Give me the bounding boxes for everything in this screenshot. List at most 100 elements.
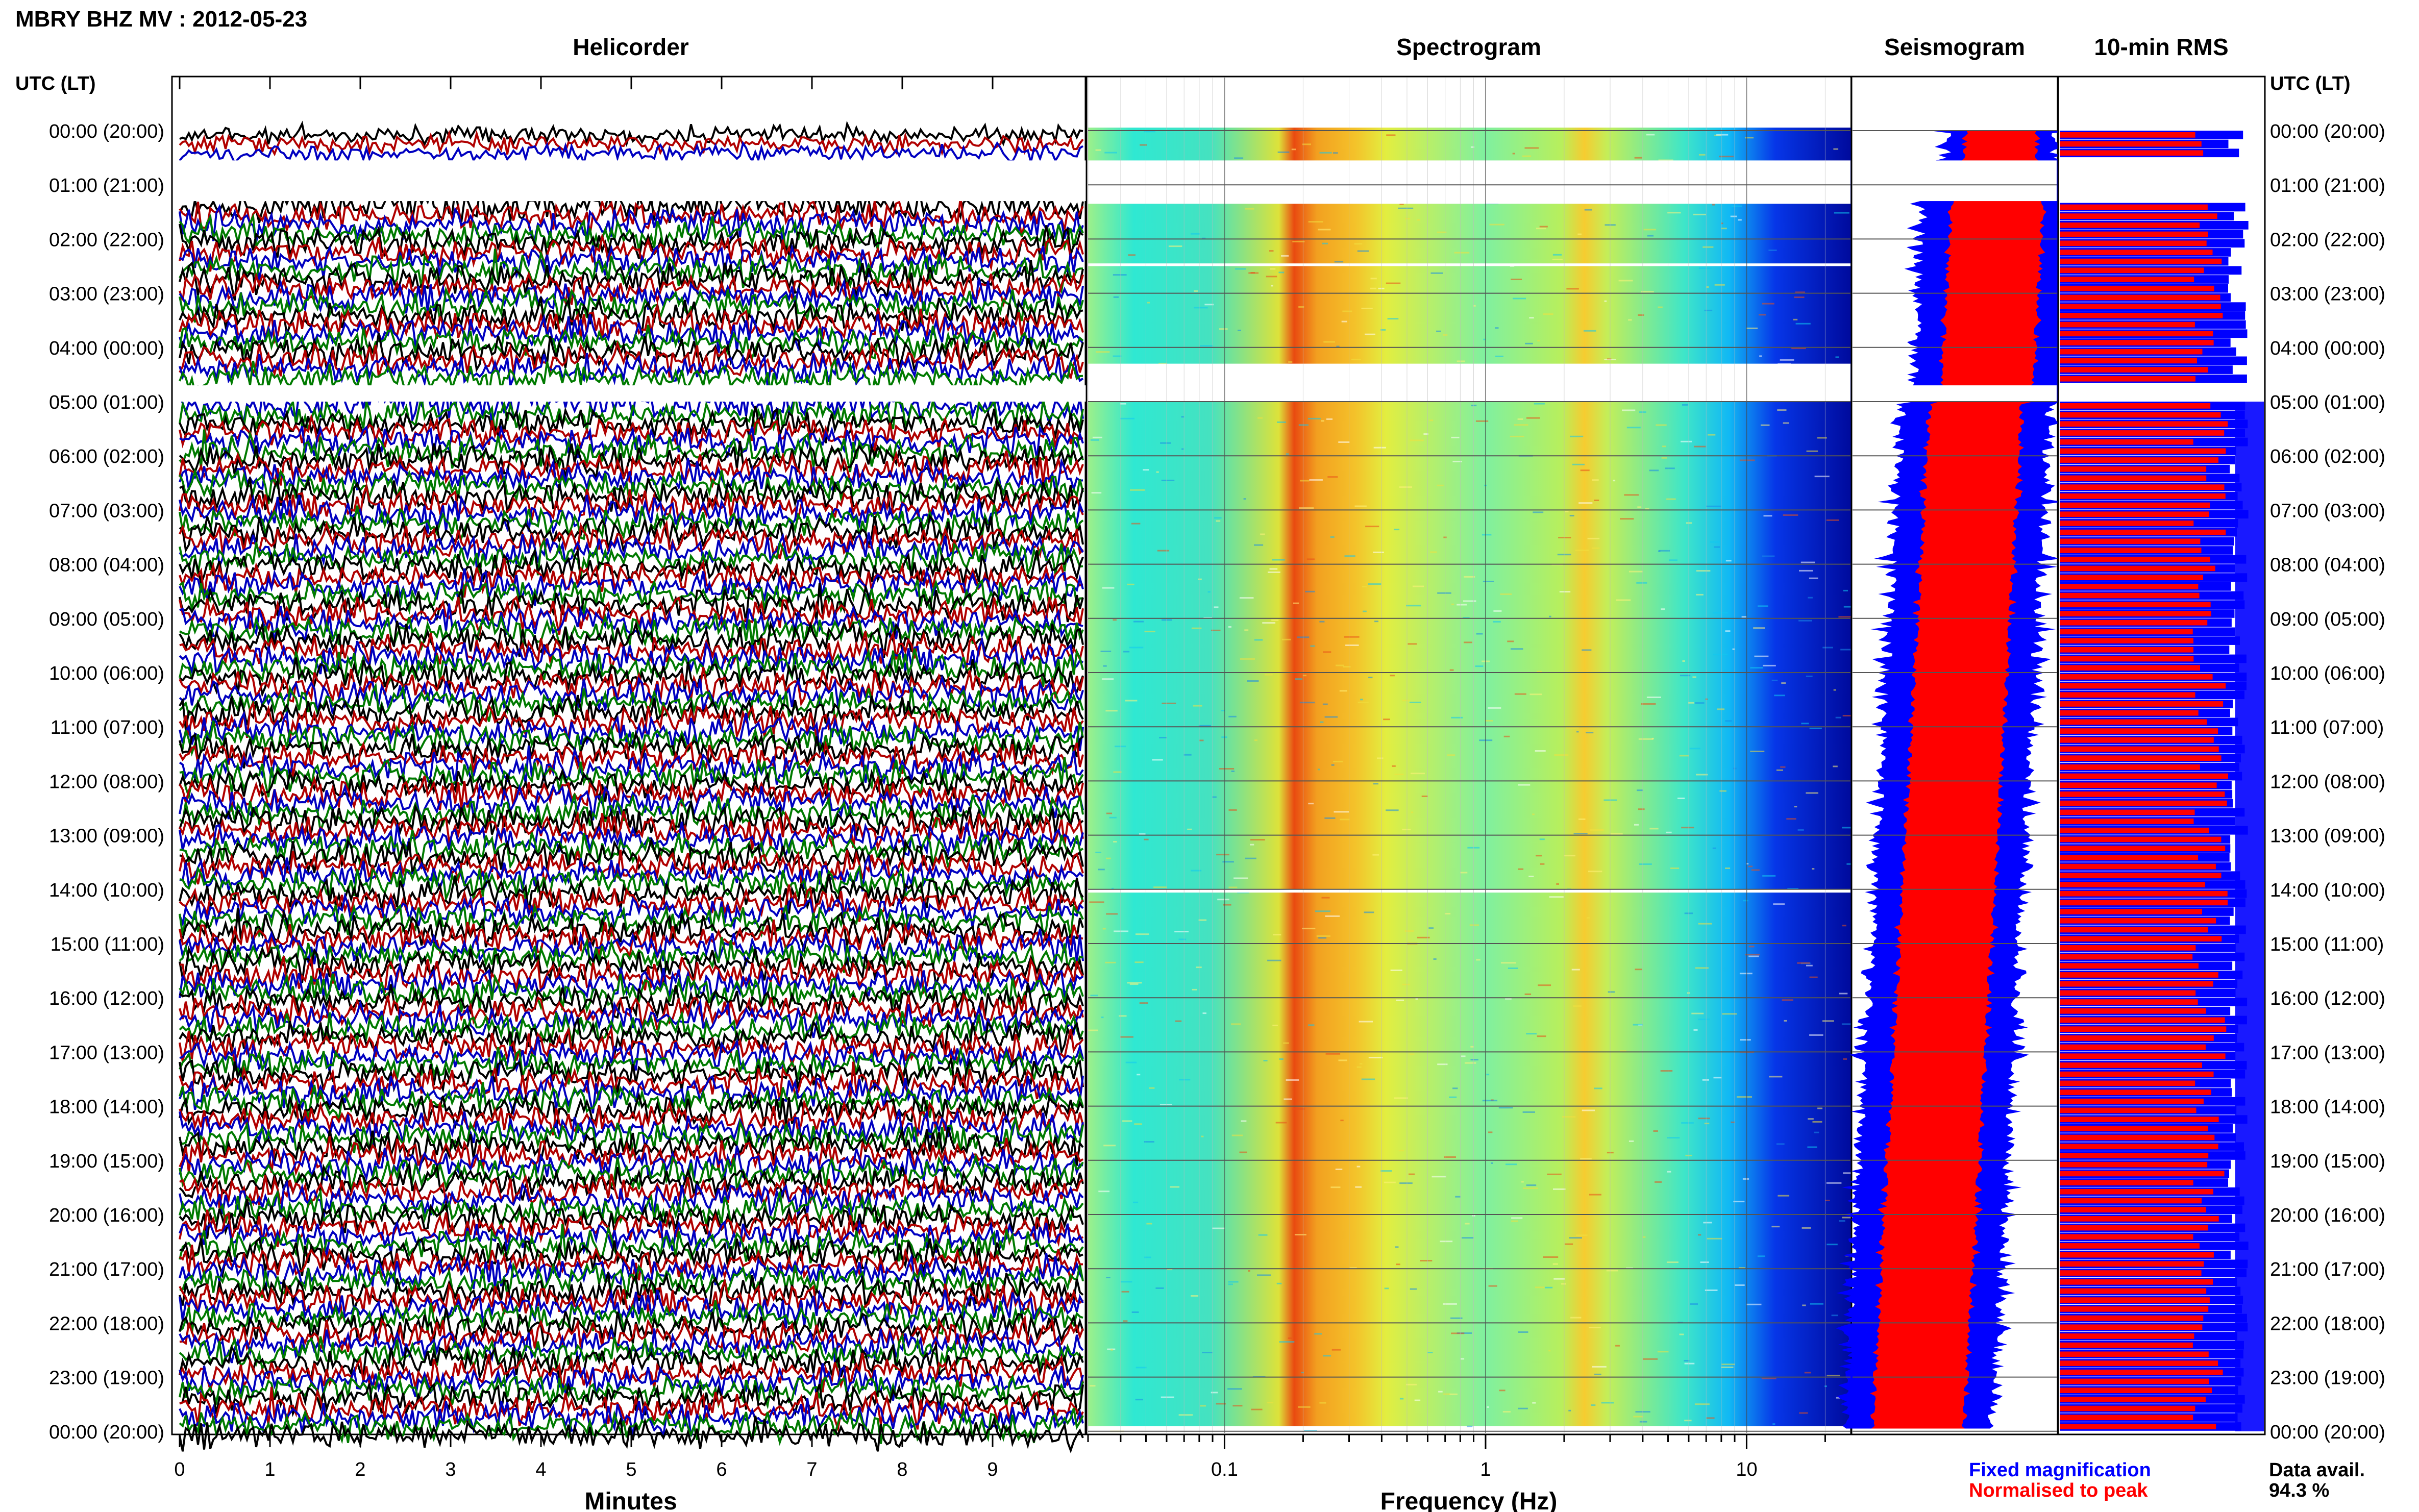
spectrogram-streak <box>1168 245 1182 247</box>
spectrogram-streak <box>1415 998 1418 1000</box>
spectrogram-streak <box>1292 240 1305 242</box>
spectrogram-streak <box>1657 1351 1669 1353</box>
spectrogram-streak <box>1633 1024 1643 1026</box>
rms-bar-normalised <box>2060 927 2208 933</box>
spectrogram-streak <box>1535 1286 1545 1288</box>
spectrogram-streak <box>1433 958 1437 960</box>
spectrogram-streak <box>1160 442 1171 444</box>
rms-bar-normalised <box>2060 1252 2214 1258</box>
spectrogram-streak <box>1578 502 1593 504</box>
spectrogram-streak <box>1565 1243 1573 1245</box>
rms-bar-normalised <box>2060 728 2218 734</box>
spectrogram-streak <box>1782 999 1793 1001</box>
spectrogram-streak <box>1207 591 1211 593</box>
spectrogram-streak <box>1639 863 1652 865</box>
rms-bar-normalised <box>2060 502 2210 508</box>
spectrogram-streak <box>1231 771 1235 772</box>
rms-bar-normalised <box>2060 1270 2202 1276</box>
helicorder-trace <box>179 835 1084 875</box>
spectrogram-streak <box>1554 754 1569 756</box>
spectrogram-streak <box>1214 606 1219 608</box>
spectrogram-streak <box>1196 966 1202 969</box>
rms-bar-normalised <box>2060 755 2221 761</box>
spectrogram-streak <box>1526 1184 1537 1186</box>
spectrogram-streak <box>1191 870 1202 872</box>
spectrogram-streak <box>1624 494 1639 496</box>
spectrogram-streak <box>1646 134 1655 136</box>
spectrogram-streak <box>1662 445 1666 448</box>
spectrogram-streak <box>1144 631 1155 633</box>
spectrogram-streak <box>1356 1166 1361 1168</box>
spectrogram-streak <box>1365 526 1379 528</box>
spectrogram-streak <box>1592 479 1599 481</box>
spectrogram-streak <box>1620 1050 1626 1052</box>
spectrogram-streak <box>1637 789 1643 791</box>
helicorder-x-tick-label: 7 <box>806 1459 817 1480</box>
spectrogram-streak <box>1628 319 1632 321</box>
spectrogram-streak <box>1090 439 1099 441</box>
spectrogram-streak <box>1464 641 1472 643</box>
rms-bar-normalised <box>2060 1216 2219 1222</box>
spectrogram-streak <box>1814 1131 1819 1133</box>
spectrogram-streak <box>1133 621 1144 623</box>
row-label-right: 06:00 (02:00) <box>2270 446 2385 467</box>
spectrogram-streak <box>1179 1079 1191 1081</box>
helicorder-trace <box>179 648 1084 687</box>
spectrogram-streak <box>1641 703 1656 705</box>
spectrogram-streak <box>1517 418 1523 420</box>
rms-bar-normalised <box>2060 1017 2225 1023</box>
spectrogram-streak <box>1123 1320 1128 1322</box>
spectrogram-streak <box>1684 1360 1690 1362</box>
spectrogram-streak <box>1470 1059 1478 1061</box>
spectrogram-streak <box>1322 703 1328 705</box>
row-label-right: 20:00 (16:00) <box>2270 1205 2385 1226</box>
rms-bar-normalised <box>2060 963 2199 969</box>
spectrogram-streak <box>1267 1402 1274 1404</box>
spectrogram-streak <box>1562 1116 1576 1118</box>
spectrogram-streak <box>1594 1373 1601 1375</box>
helicorder-trace <box>179 531 1084 568</box>
spectrogram-streak <box>1288 1337 1292 1339</box>
rms-bar-normalised <box>2060 548 2202 553</box>
rms-bar-normalised <box>2060 358 2197 364</box>
helicorder-trace <box>179 863 1084 903</box>
spectrogram-streak <box>1178 1414 1193 1416</box>
spectrogram-streak <box>1357 250 1369 252</box>
spectrogram-streak <box>1514 424 1528 426</box>
spectrogram-streak <box>1634 824 1639 826</box>
spectrogram-streak <box>1743 900 1748 902</box>
spectrogram-streak <box>1283 1098 1292 1100</box>
spectrogram-streak <box>1658 306 1663 308</box>
spectrogram-streak <box>1488 1131 1493 1133</box>
spectrogram-streak <box>1135 1399 1143 1401</box>
rms-bar-normalised <box>2060 475 2207 481</box>
spectrogram-streak <box>1580 1158 1592 1160</box>
spectrogram-streak <box>1238 330 1241 331</box>
rms-bar-normalised <box>2060 1324 2203 1330</box>
spectrogram-streak <box>1295 678 1302 680</box>
helicorder-trace <box>179 286 1084 325</box>
spectrogram-streak <box>1250 272 1255 274</box>
spectrogram-streak <box>1714 284 1725 286</box>
rms-bar-normalised <box>2060 1188 2213 1195</box>
spectrogram-streak <box>1331 764 1335 766</box>
row-label-right: 09:00 (05:00) <box>2270 609 2385 630</box>
spectrogram-streak <box>1276 1282 1282 1284</box>
rms-bar-normalised <box>2060 520 2194 526</box>
rms-bars <box>2060 131 2264 1431</box>
spectrogram-streak <box>1553 1188 1566 1190</box>
spectrogram-streak <box>1693 1029 1698 1031</box>
spectrogram-streak <box>1396 999 1404 1001</box>
spectrogram-streak <box>1089 901 1104 903</box>
spectrogram-streak <box>1759 355 1762 357</box>
spectrogram-streak <box>1370 278 1377 280</box>
spectrogram-streak <box>1666 1261 1679 1263</box>
spectrogram-streak <box>1427 1352 1433 1353</box>
rms-fixed-background <box>2235 402 2264 1431</box>
rms-bar-normalised <box>2060 701 2224 707</box>
spectrogram-streak <box>1239 597 1254 599</box>
spectrogram-streak <box>1716 134 1729 136</box>
spectrogram-streak <box>1503 735 1510 737</box>
spectrogram-streak <box>1437 484 1444 486</box>
spectrogram-streak <box>1451 603 1454 605</box>
